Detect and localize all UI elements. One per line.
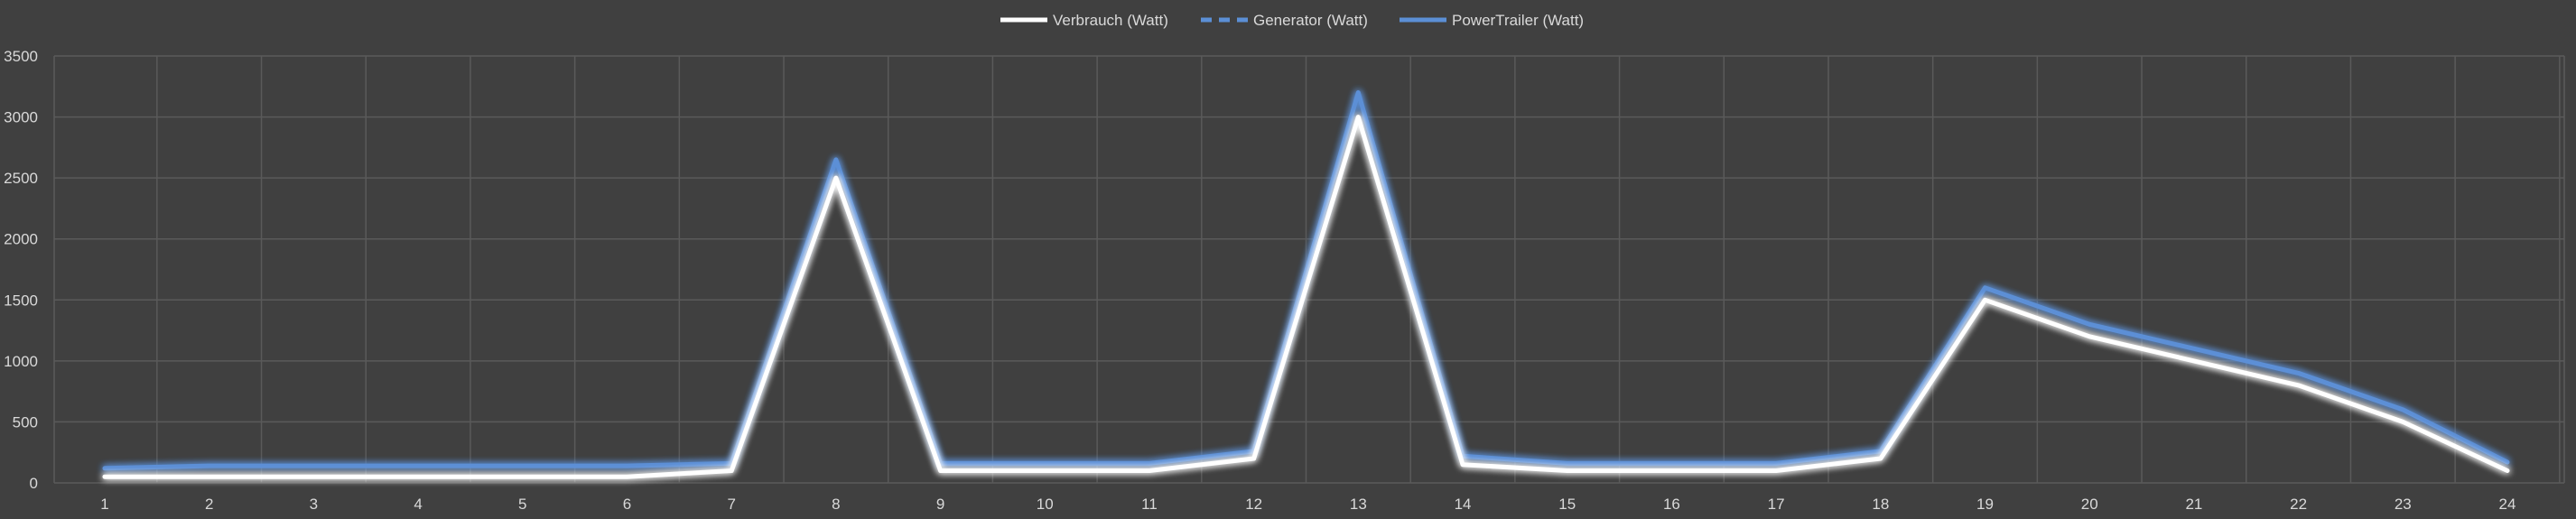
x-tick-label: 8 bbox=[832, 496, 840, 513]
y-axis-ticks: 0 500 1000 1500 2000 2500 3000 3500 bbox=[4, 48, 38, 492]
x-tick-label: 18 bbox=[1872, 496, 1889, 513]
x-tick-label: 24 bbox=[2499, 496, 2516, 513]
x-tick-label: 20 bbox=[2081, 496, 2098, 513]
x-tick-label: 9 bbox=[936, 496, 944, 513]
grid bbox=[53, 55, 2565, 484]
x-tick-label: 13 bbox=[1350, 496, 1367, 513]
x-tick-label: 2 bbox=[205, 496, 213, 513]
x-tick-label: 15 bbox=[1558, 496, 1576, 513]
x-tick-label: 12 bbox=[1245, 496, 1262, 513]
y-tick-label: 500 bbox=[13, 413, 38, 431]
x-tick-label: 23 bbox=[2395, 496, 2412, 513]
x-tick-label: 14 bbox=[1455, 496, 1472, 513]
x-tick-label: 11 bbox=[1141, 496, 1158, 513]
x-tick-label: 1 bbox=[100, 496, 108, 513]
y-tick-label: 0 bbox=[30, 475, 38, 492]
legend-label: Generator (Watt) bbox=[1253, 12, 1368, 29]
legend-label: Verbrauch (Watt) bbox=[1053, 12, 1168, 29]
x-tick-label: 17 bbox=[1768, 496, 1785, 513]
x-tick-label: 16 bbox=[1663, 496, 1680, 513]
x-axis-ticks: 1 2 3 4 5 6 7 8 9 10 11 12 13 14 15 16 17 18 19 20 21 22 23 24 bbox=[100, 496, 2516, 513]
x-tick-label: 5 bbox=[518, 496, 526, 513]
x-tick-label: 4 bbox=[414, 496, 422, 513]
y-tick-label: 1000 bbox=[4, 353, 38, 370]
y-tick-label: 2500 bbox=[4, 170, 38, 187]
x-tick-label: 21 bbox=[2185, 496, 2202, 513]
x-tick-label: 19 bbox=[1976, 496, 1994, 513]
y-tick-label: 1500 bbox=[4, 292, 38, 309]
series-lines bbox=[102, 90, 2510, 479]
series-line-verbrauch bbox=[102, 115, 2510, 479]
y-tick-label: 2000 bbox=[4, 231, 38, 248]
y-tick-label: 3000 bbox=[4, 109, 38, 126]
x-tick-label: 3 bbox=[310, 496, 318, 513]
series-line-powertrailer bbox=[102, 90, 2510, 471]
x-tick-label: 7 bbox=[727, 496, 735, 513]
y-tick-label: 3500 bbox=[4, 48, 38, 65]
x-tick-label: 10 bbox=[1037, 496, 1054, 513]
legend: Verbrauch (Watt) Generator (Watt) PowerTra… bbox=[1000, 12, 1584, 29]
x-tick-label: 6 bbox=[623, 496, 631, 513]
x-tick-label: 22 bbox=[2290, 496, 2307, 513]
legend-label: PowerTrailer (Watt) bbox=[1452, 12, 1584, 29]
